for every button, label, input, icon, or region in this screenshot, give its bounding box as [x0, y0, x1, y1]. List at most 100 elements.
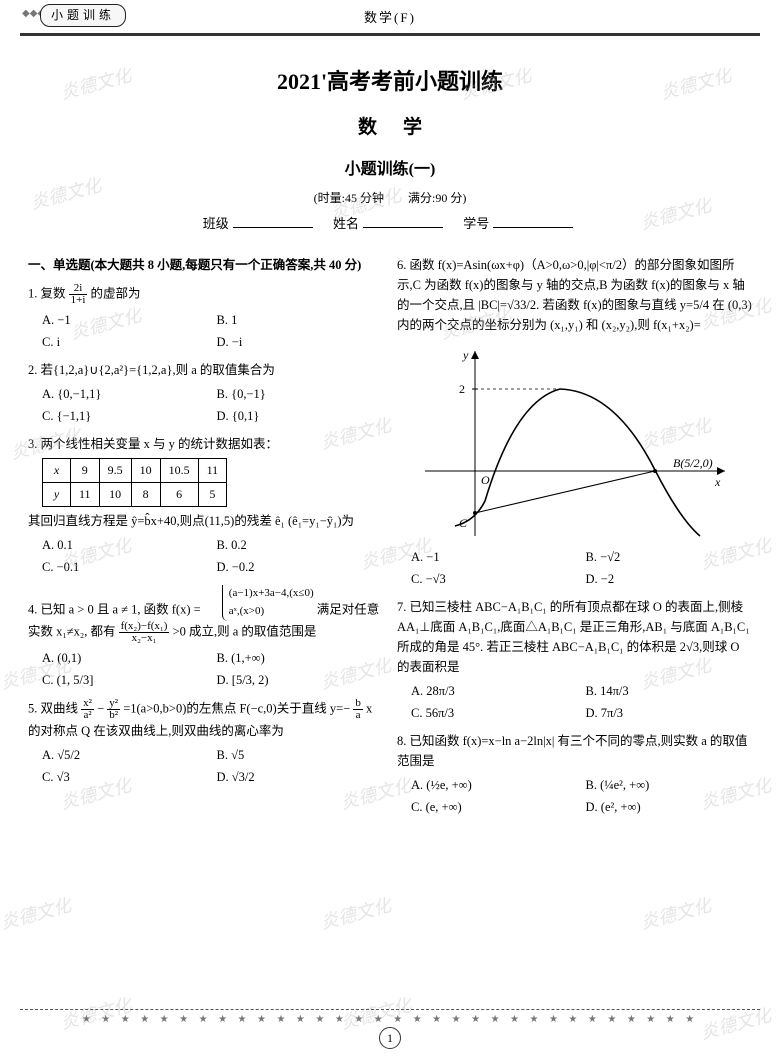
- row-label-y: y: [43, 483, 71, 507]
- table-row-x: x 9 9.5 10 10.5 11: [43, 458, 227, 482]
- q6-choice-c[interactable]: C. −√3: [411, 569, 578, 589]
- section-title: 小题训练(一): [0, 157, 780, 183]
- q3-stem: 3. 两个线性相关变量 x 与 y 的统计数据如表：: [28, 434, 383, 454]
- q5-choices: A. √5/2 B. √5 C. √3 D. √3/2: [42, 745, 383, 787]
- section1-heading: 一、单选题(本大题共 8 小题,每题只有一个正确答案,共 40 分): [28, 255, 383, 275]
- q5-frac1: x²a²: [81, 698, 94, 721]
- class-label: 班级: [203, 216, 229, 231]
- question-4: 4. 已知 a > 0 且 a ≠ 1, 函数 f(x) = (a−1)x+3a…: [28, 585, 383, 689]
- q5-choice-a[interactable]: A. √5/2: [42, 745, 209, 765]
- student-info-line: 班级 姓名 学号: [0, 214, 780, 235]
- cell: 11: [198, 458, 227, 482]
- q7-choice-b[interactable]: B. 14π/3: [586, 681, 753, 701]
- table-row-y: y 11 10 8 6 5: [43, 483, 227, 507]
- q2-choice-c[interactable]: C. {−1,1}: [42, 406, 209, 426]
- q4-choices: A. (0,1) B. (1,+∞) C. (1, 5/3] D. [5/3, …: [42, 648, 383, 690]
- f2n: y²: [107, 698, 120, 710]
- f1n: x²: [81, 698, 94, 710]
- q4-fraction: f(x₂)−f(x₁)x₂−x₁: [119, 621, 170, 644]
- q6-stem: 6. 函数 f(x)=Asin(ωx+φ)（A>0,ω>0,|φ|<π/2）的部…: [397, 255, 752, 335]
- q4-choice-b[interactable]: B. (1,+∞): [217, 648, 384, 668]
- name-blank[interactable]: [363, 214, 443, 228]
- question-7: 7. 已知三棱柱 ABC−A₁B₁C₁ 的所有顶点都在球 O 的表面上,侧棱 A…: [397, 597, 752, 723]
- watermark-text: 炎德文化: [318, 891, 395, 937]
- q5-mid: =1(a>0,b>0)的左焦点 F(−c,0)关于直线 y=−: [123, 701, 350, 715]
- q8-choice-a[interactable]: A. (½e, +∞): [411, 775, 578, 795]
- q8-choice-b[interactable]: B. (¼e², +∞): [586, 775, 753, 795]
- q4-stem3: >0 成立,则 a 的取值范围是: [173, 624, 317, 638]
- question-8: 8. 已知函数 f(x)=x−ln a−2ln|x| 有三个不同的零点,则实数 …: [397, 731, 752, 817]
- page-number: 1: [379, 1027, 401, 1049]
- q7-choice-a[interactable]: A. 28π/3: [411, 681, 578, 701]
- f1d: a²: [81, 710, 94, 721]
- q5-stem: 5. 双曲线 x²a² − y²b² =1(a>0,b>0)的左焦点 F(−c,…: [28, 698, 383, 741]
- content-columns: 一、单选题(本大题共 8 小题,每题只有一个正确答案,共 40 分) 1. 复数…: [0, 255, 780, 817]
- origin-label: O: [481, 473, 490, 487]
- q8-stem: 8. 已知函数 f(x)=x−ln a−2ln|x| 有三个不同的零点,则实数 …: [397, 731, 752, 771]
- cell: 9.5: [99, 458, 131, 482]
- cell: 6: [160, 483, 198, 507]
- q2-choice-a[interactable]: A. {0,−1,1}: [42, 384, 209, 404]
- q4-choice-d[interactable]: D. [5/3, 2): [217, 670, 384, 690]
- q8-choices: A. (½e, +∞) B. (¼e², +∞) C. (e, +∞) D. (…: [411, 775, 752, 817]
- cell: 9: [71, 458, 100, 482]
- page-header: ◆◆◆ 小题训练 数学(F): [20, 0, 760, 36]
- q1-choices: A. −1 B. 1 C. i D. −i: [42, 310, 383, 352]
- svg-text:x: x: [714, 475, 721, 489]
- q4-stem: 4. 已知 a > 0 且 a ≠ 1, 函数 f(x) = (a−1)x+3a…: [28, 585, 383, 643]
- q3-choice-c[interactable]: C. −0.1: [42, 557, 209, 577]
- meta-line: (时量:45 分钟 满分:90 分): [0, 189, 780, 208]
- footer-stars: ★ ★ ★ ★ ★ ★ ★ ★ ★ ★ ★ ★ ★ ★ ★ ★ ★ ★ ★ ★ …: [20, 1012, 760, 1028]
- q4-frac-den: x₂−x₁: [119, 633, 170, 644]
- q8-choice-d[interactable]: D. (e², +∞): [586, 797, 753, 817]
- q5-choice-b[interactable]: B. √5: [217, 745, 384, 765]
- q2-choice-d[interactable]: D. {0,1}: [217, 406, 384, 426]
- id-label: 学号: [463, 216, 489, 231]
- watermark-text: 炎德文化: [638, 891, 715, 937]
- f2d: b²: [107, 710, 120, 721]
- sine-graph-svg: O x y 2 B(5/2,0) C: [415, 341, 735, 541]
- q4-piece2: aˣ,(x>0): [229, 603, 314, 621]
- time-label: 时量:45 分钟: [318, 191, 384, 205]
- q3-choice-a[interactable]: A. 0.1: [42, 535, 209, 555]
- class-blank[interactable]: [233, 214, 313, 228]
- right-column: 6. 函数 f(x)=Asin(ωx+φ)（A>0,ω>0,|φ|<π/2）的部…: [397, 255, 752, 817]
- q6-choice-d[interactable]: D. −2: [586, 569, 753, 589]
- id-blank[interactable]: [493, 214, 573, 228]
- f3d: a: [353, 710, 363, 721]
- header-subject: 数学(F): [364, 8, 416, 29]
- row-label-x: x: [43, 458, 71, 482]
- q5-choice-d[interactable]: D. √3/2: [217, 767, 384, 787]
- q8-choice-c[interactable]: C. (e, +∞): [411, 797, 578, 817]
- q2-choice-b[interactable]: B. {0,−1}: [217, 384, 384, 404]
- cell: 10.5: [160, 458, 198, 482]
- q6-choice-a[interactable]: A. −1: [411, 547, 578, 567]
- q1-choice-b[interactable]: B. 1: [217, 310, 384, 330]
- q4-choice-c[interactable]: C. (1, 5/3]: [42, 670, 209, 690]
- cell: 8: [131, 483, 160, 507]
- q1-choice-c[interactable]: C. i: [42, 332, 209, 352]
- q7-choice-c[interactable]: C. 56π/3: [411, 703, 578, 723]
- q5-prefix: 5. 双曲线: [28, 701, 78, 715]
- q7-choice-d[interactable]: D. 7π/3: [586, 703, 753, 723]
- q5-choice-c[interactable]: C. √3: [42, 767, 209, 787]
- q1-prefix: 1. 复数: [28, 286, 66, 300]
- q2-stem: 2. 若{1,2,a}∪{2,a²}={1,2,a},则 a 的取值集合为: [28, 360, 383, 380]
- q1-choice-a[interactable]: A. −1: [42, 310, 209, 330]
- svg-text:C: C: [459, 516, 468, 530]
- q4-frac-num: f(x₂)−f(x₁): [119, 621, 170, 633]
- q4-choice-a[interactable]: A. (0,1): [42, 648, 209, 668]
- q1-suffix: 的虚部为: [91, 286, 141, 300]
- q3-choice-b[interactable]: B. 0.2: [217, 535, 384, 555]
- question-5: 5. 双曲线 x²a² − y²b² =1(a>0,b>0)的左焦点 F(−c,…: [28, 698, 383, 787]
- q3-choice-d[interactable]: D. −0.2: [217, 557, 384, 577]
- q3-stem2: 其回归直线方程是 ŷ=b̂x+40,则点(11,5)的残差 ê₁ (ê₁=y₁−…: [28, 511, 383, 531]
- q7-stem: 7. 已知三棱柱 ABC−A₁B₁C₁ 的所有顶点都在球 O 的表面上,侧棱 A…: [397, 597, 752, 677]
- q1-choice-d[interactable]: D. −i: [217, 332, 384, 352]
- q6-choice-b[interactable]: B. −√2: [586, 547, 753, 567]
- svg-text:y: y: [462, 348, 469, 362]
- page-footer: ★ ★ ★ ★ ★ ★ ★ ★ ★ ★ ★ ★ ★ ★ ★ ★ ★ ★ ★ ★ …: [20, 1009, 760, 1049]
- q5-frac3: ba: [353, 698, 363, 721]
- q6-graph: O x y 2 B(5/2,0) C: [415, 341, 735, 541]
- name-label: 姓名: [333, 216, 359, 231]
